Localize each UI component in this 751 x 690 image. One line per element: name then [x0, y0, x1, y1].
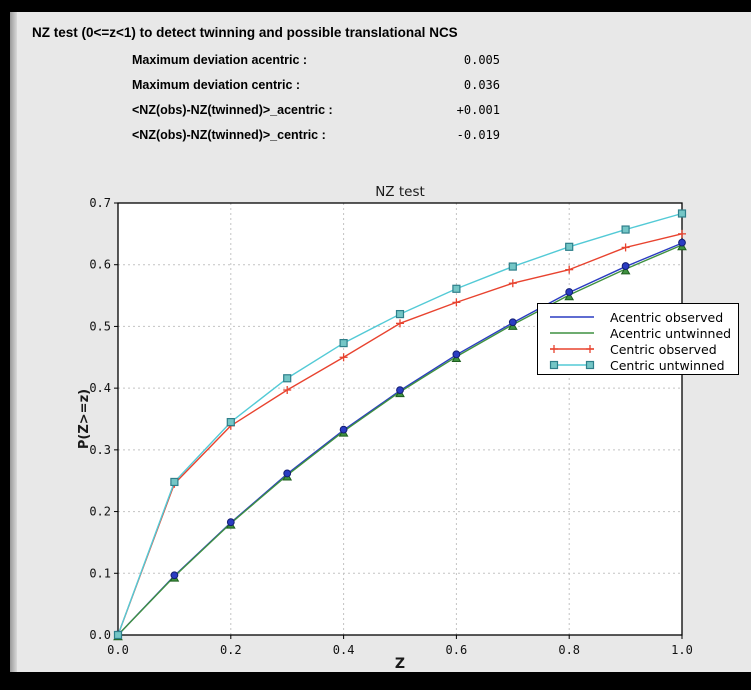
plot-area — [118, 203, 682, 635]
stat-row: Maximum deviation centric : 0.036 — [132, 78, 500, 94]
marker-circle — [678, 238, 686, 247]
stat-label: Maximum deviation centric : — [132, 78, 301, 92]
marker-circle — [452, 350, 461, 359]
marker-circle — [339, 425, 348, 434]
y-tick-label: 0.1 — [89, 566, 111, 580]
marker-circle — [226, 518, 235, 527]
axes-border — [117, 202, 683, 636]
legend-label: Centric observed — [610, 341, 717, 357]
marker-square — [508, 262, 517, 271]
legend-label: Centric untwinned — [610, 357, 725, 373]
y-tick-label: 0.0 — [89, 628, 111, 642]
x-tick-label: 0.2 — [220, 643, 242, 657]
marker-circle — [621, 262, 630, 270]
marker-triangle — [564, 291, 575, 301]
marker-square — [226, 417, 235, 427]
y-tick-label: 0.6 — [89, 258, 111, 272]
legend-label: Acentric untwinned — [610, 325, 732, 341]
marker-square — [283, 374, 292, 383]
marker-square — [113, 630, 123, 640]
y-tick-label: 0.2 — [89, 505, 111, 519]
y-tick-label: 0.3 — [89, 443, 111, 457]
y-tick-label: 0.4 — [89, 381, 111, 395]
marker-circle — [396, 386, 404, 395]
x-tick-label: 0.4 — [333, 643, 355, 657]
marker-square — [339, 338, 348, 348]
legend-row: Acentric observed — [548, 309, 738, 325]
nz-test-chart: 0.0 0.2 0.4 0.6 0.8 1.0 0.0 0.1 0.2 0.3 0.4 0.5 0.6 0… — [77, 184, 693, 672]
stat-value: -0.019 — [456, 128, 500, 142]
chart-legend: Acentric observed Acentric untwinned Centr… — [537, 303, 739, 375]
stat-row: <NZ(obs)-NZ(twinned)>_centric : -0.019 — [132, 128, 500, 144]
marker-square — [395, 309, 405, 319]
nz-test-figure: 0.0 0.2 0.4 0.6 0.8 1.0 0.0 0.1 0.2 0.3 0.4 0.5 0.6 0… — [10, 152, 751, 672]
stat-row: Maximum deviation acentric : 0.005 — [132, 53, 500, 69]
y-tick-label: 0.5 — [89, 319, 111, 333]
marker-triangle — [620, 265, 631, 275]
x-axis-label: Z — [395, 656, 405, 672]
marker-square — [565, 242, 574, 251]
marker-square — [452, 284, 461, 293]
legend-sample-plus — [550, 345, 594, 353]
stat-value: 0.005 — [463, 53, 500, 67]
legend-row: Centric untwinned — [548, 357, 738, 373]
report-title: NZ test (0<=z<1) to detect twinning and … — [32, 25, 458, 40]
legend-row: Acentric untwinned — [548, 325, 738, 341]
x-tick-label: 0.6 — [446, 643, 468, 657]
marker-square — [677, 209, 687, 218]
marker-square — [621, 225, 630, 234]
x-tick-label: 1.0 — [671, 643, 693, 657]
stat-label: <NZ(obs)-NZ(twinned)>_acentric : — [132, 103, 333, 117]
legend-row: Centric observed — [548, 341, 738, 357]
stat-value: 0.036 — [463, 78, 500, 92]
marker-circle — [170, 571, 179, 580]
marker-circle — [283, 469, 292, 478]
marker-circle — [508, 318, 517, 327]
chart-title: NZ test — [375, 184, 425, 200]
stat-label: Maximum deviation acentric : — [132, 53, 308, 67]
stat-value: +0.001 — [456, 103, 500, 117]
legend-sample-square — [549, 360, 595, 370]
x-tick-label: 0.0 — [107, 643, 129, 657]
y-tick-label: 0.7 — [89, 196, 111, 210]
y-axis-label: P(Z>=z) — [77, 389, 92, 449]
x-tick-label: 0.8 — [558, 643, 580, 657]
legend-label: Acentric observed — [610, 309, 724, 325]
stat-label: <NZ(obs)-NZ(twinned)>_centric : — [132, 128, 326, 142]
marker-circle — [565, 288, 574, 296]
window-left-edge — [10, 12, 17, 672]
legend-sample-circle — [550, 316, 594, 318]
xtriage-report-window: NZ test (0<=z<1) to detect twinning and … — [10, 12, 751, 672]
marker-square — [170, 477, 179, 487]
stat-row: <NZ(obs)-NZ(twinned)>_acentric : +0.001 — [132, 103, 500, 119]
legend-sample-triangle — [550, 332, 594, 334]
